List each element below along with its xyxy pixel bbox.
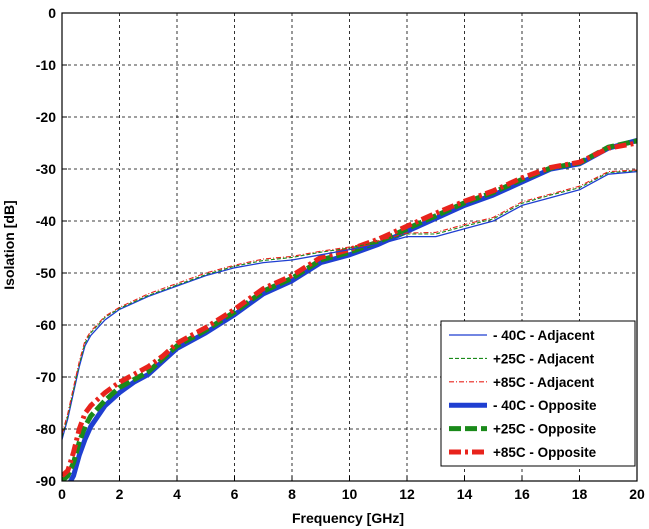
series-line-1	[62, 170, 637, 437]
y-tick-label: -40	[36, 213, 56, 229]
x-tick-label: 4	[173, 486, 181, 502]
legend-box	[440, 320, 636, 467]
plot-border	[61, 12, 638, 482]
y-tick-label: -60	[36, 317, 56, 333]
legend: - 40C - Adjacent +25C - Adjacent +85C - Ad…	[440, 320, 636, 467]
x-tick-label: 8	[288, 486, 296, 502]
y-tick-label: -90	[36, 473, 56, 489]
y-tick-label: -70	[36, 369, 56, 385]
x-tick-label: 6	[231, 486, 239, 502]
legend-label: +25C - Opposite	[493, 422, 597, 437]
plot-frame	[61, 12, 638, 482]
y-axis-label: Isolation [dB]	[1, 200, 17, 289]
x-tick-label: 14	[457, 486, 473, 502]
y-tick-label: -50	[36, 265, 56, 281]
series-line-5	[62, 140, 637, 478]
x-tick-label: 10	[342, 486, 358, 502]
x-tick-label: 20	[629, 486, 645, 502]
series-line-0	[62, 170, 637, 440]
x-tick-label: 16	[514, 486, 530, 502]
x-axis-label: Frequency [GHz]	[292, 510, 404, 526]
y-tick-label: 0	[48, 5, 56, 21]
x-tick-label: 2	[116, 486, 124, 502]
x-tick-label: 18	[572, 486, 588, 502]
y-tick-label: -30	[36, 161, 56, 177]
x-tick-label: 0	[58, 486, 66, 502]
tick-labels: 0 2 4 6 8 10 12 14 16 18 20 0 -10 -20 -30 -40 -50 -60 -70 -…	[36, 5, 645, 502]
x-tick-label: 12	[399, 486, 415, 502]
series-line-3	[67, 137, 637, 481]
legend-label: - 40C - Opposite	[493, 398, 597, 413]
y-tick-label: -20	[36, 109, 56, 125]
legend-label: +85C - Opposite	[493, 445, 597, 460]
legend-label: - 40C - Adjacent	[493, 328, 595, 343]
legend-label: +85C - Adjacent	[493, 375, 595, 390]
y-tick-label: -80	[36, 421, 56, 437]
plot-lines	[62, 137, 637, 481]
y-tick-label: -10	[36, 57, 56, 73]
series-line-2	[62, 169, 637, 435]
legend-label: +25C - Adjacent	[493, 351, 595, 366]
